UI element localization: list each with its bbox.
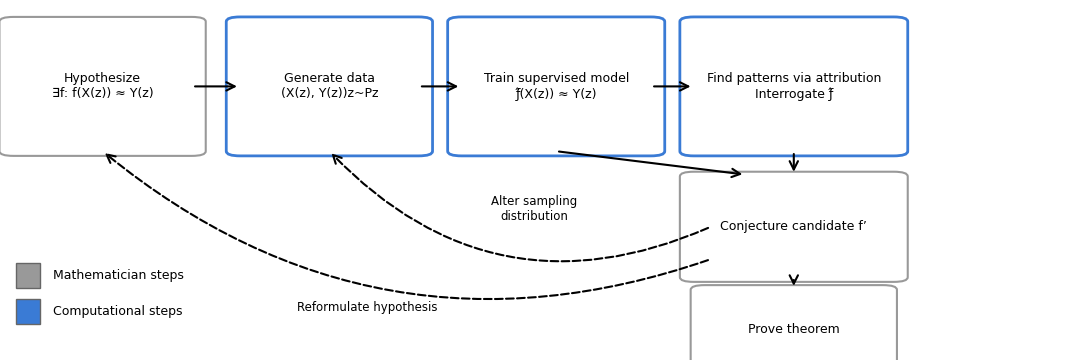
FancyBboxPatch shape xyxy=(16,263,40,288)
FancyBboxPatch shape xyxy=(680,172,907,282)
FancyBboxPatch shape xyxy=(691,285,897,360)
Text: Hypothesize
∃f: f(X(z)) ≈ Y(z): Hypothesize ∃f: f(X(z)) ≈ Y(z) xyxy=(52,72,153,100)
Text: Reformulate hypothesis: Reformulate hypothesis xyxy=(297,301,437,314)
FancyBboxPatch shape xyxy=(680,17,907,156)
Text: Generate data
(X(z), Y(z))z~Pz: Generate data (X(z), Y(z))z~Pz xyxy=(281,72,378,100)
Text: Alter sampling
distribution: Alter sampling distribution xyxy=(491,195,578,223)
Text: Mathematician steps: Mathematician steps xyxy=(53,269,184,282)
FancyBboxPatch shape xyxy=(226,17,432,156)
Text: Prove theorem: Prove theorem xyxy=(748,323,839,336)
Text: Find patterns via attribution
Interrogate ƒ̂: Find patterns via attribution Interrogat… xyxy=(706,72,881,101)
Text: Conjecture candidate f’: Conjecture candidate f’ xyxy=(720,220,867,233)
Text: Computational steps: Computational steps xyxy=(53,305,183,318)
FancyBboxPatch shape xyxy=(16,299,40,324)
FancyBboxPatch shape xyxy=(0,17,205,156)
FancyBboxPatch shape xyxy=(447,17,664,156)
Text: Train supervised model
ƒ̂(X(z)) ≈ Y(z): Train supervised model ƒ̂(X(z)) ≈ Y(z) xyxy=(484,72,629,101)
